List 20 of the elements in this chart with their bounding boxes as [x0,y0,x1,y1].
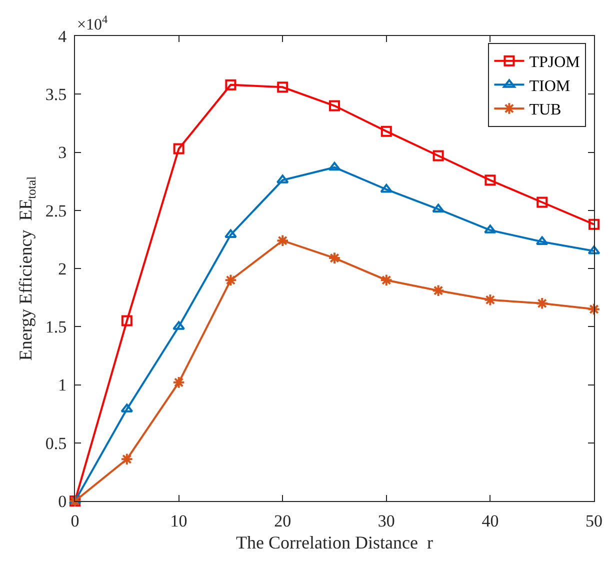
y-tick-label: 1 [58,376,67,395]
x-tick-label: 50 [586,511,602,530]
y-tick-label: 3.5 [45,85,67,104]
y-tick-label: 0 [58,492,67,511]
x-tick-label: 0 [70,511,80,530]
y-tick-label: 2 [58,259,67,278]
legend-label: TUB [529,102,562,119]
legend-label: TIOM [529,78,570,95]
y-tick-label: 2.5 [45,201,67,220]
legend-label: TPJOM [529,54,580,72]
y-tick-label: 3 [58,143,67,162]
y-tick-label: 0.5 [45,434,67,453]
y-tick-label: 1.5 [45,318,67,337]
x-tick-label: 30 [378,511,395,530]
x-tick-label: 20 [274,511,292,530]
text: ×10$^{4}$ [77,14,108,34]
x-tick-label: 10 [170,511,188,530]
y-tick-label: 4 [58,26,68,46]
x-axis-title: The Correlation Distance r [236,532,433,552]
x-tick-label: 40 [482,511,499,530]
